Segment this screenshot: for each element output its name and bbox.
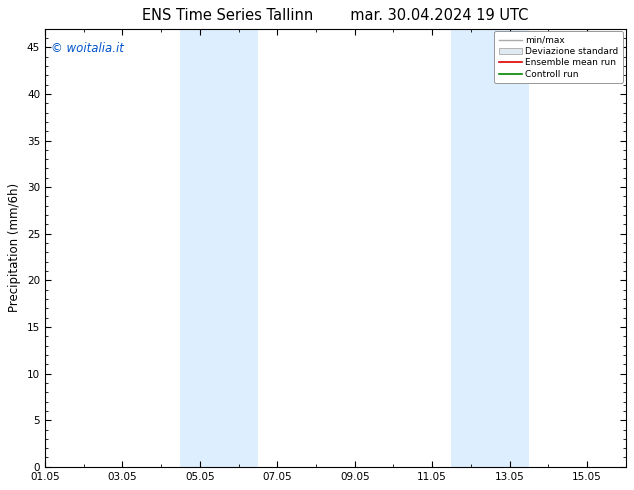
Legend: min/max, Deviazione standard, Ensemble mean run, Controll run: min/max, Deviazione standard, Ensemble m… [495, 31, 623, 83]
Title: ENS Time Series Tallinn        mar. 30.04.2024 19 UTC: ENS Time Series Tallinn mar. 30.04.2024 … [142, 8, 529, 24]
Y-axis label: Precipitation (mm/6h): Precipitation (mm/6h) [8, 183, 22, 312]
Text: © woitalia.it: © woitalia.it [51, 42, 124, 55]
Bar [181, 29, 258, 467]
Bar [451, 29, 529, 467]
